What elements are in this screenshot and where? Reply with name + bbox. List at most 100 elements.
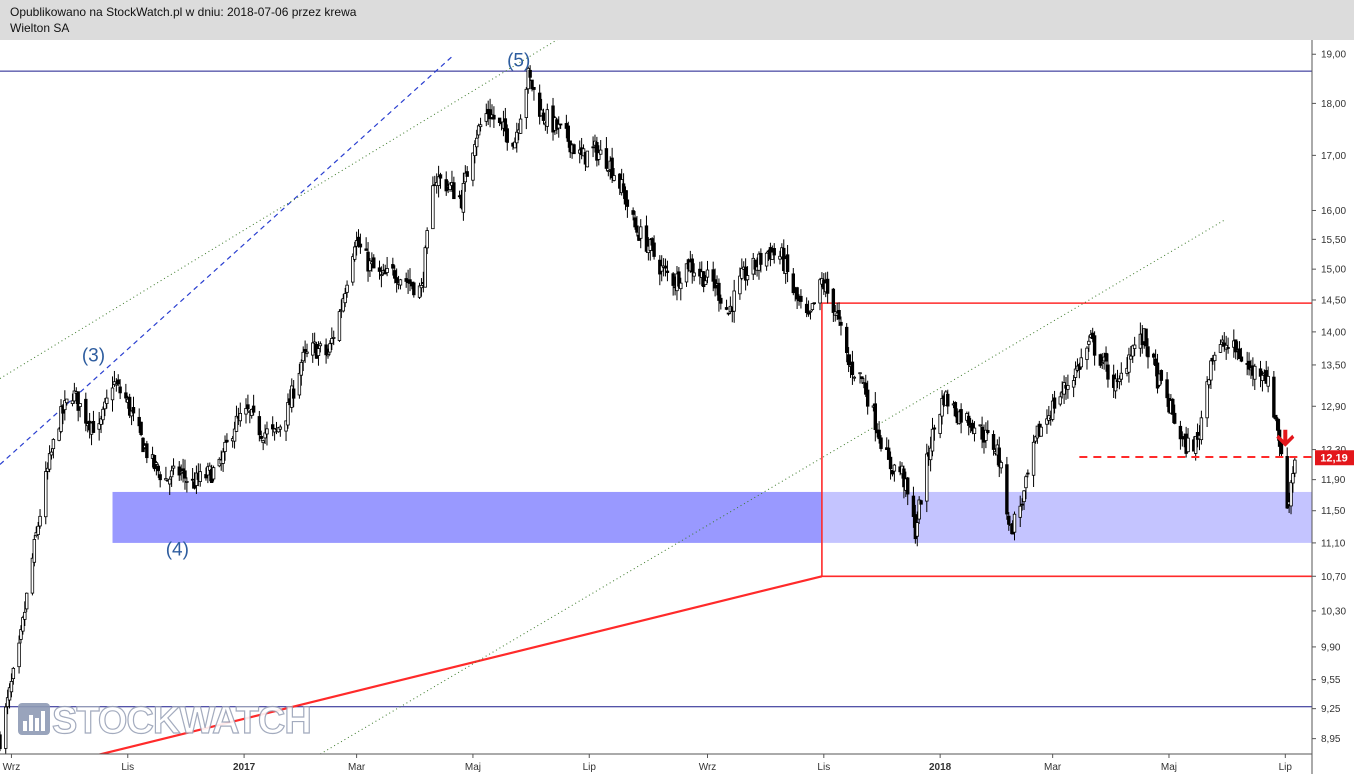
candle-body — [644, 225, 649, 252]
x-tick-label: Mar — [1044, 762, 1062, 773]
x-tick-label: 2017 — [233, 762, 256, 773]
candle-body — [892, 464, 897, 472]
candle-body — [377, 267, 382, 272]
candle-body — [873, 403, 878, 430]
candle-body — [604, 148, 609, 169]
candle-body — [145, 443, 149, 459]
candle-body — [1079, 357, 1083, 368]
candle-body — [356, 236, 361, 247]
candle-body — [1247, 360, 1251, 370]
candle-body — [1253, 365, 1257, 380]
candle-body — [1193, 435, 1198, 454]
candle-body — [928, 447, 933, 461]
arrow-down-icon — [1276, 429, 1295, 447]
candle-body — [959, 409, 963, 423]
axes: 19,00 18,00 17,00 16,00 15,50 15,00 14,50 14,00… — [0, 40, 1354, 774]
candle-body — [711, 269, 715, 282]
candle-body — [1024, 476, 1028, 489]
candle-body — [158, 474, 162, 481]
candle-body — [171, 465, 176, 469]
candle-body — [984, 429, 988, 441]
candle-body — [932, 427, 937, 430]
publication-info: Opublikowano na StockWatch.pl w dniu: 20… — [10, 5, 357, 19]
candle-body — [1178, 425, 1183, 440]
candle-body — [844, 326, 849, 354]
candle-body — [1258, 368, 1263, 377]
range-box — [821, 302, 1312, 578]
candle-body — [351, 256, 355, 283]
candle-body — [740, 268, 744, 279]
price-chart: (3) (4) (5) 19,00 18,00 17,00 16,00 15,50 15,00… — [0, 40, 1354, 774]
candle-body — [91, 420, 96, 433]
candle-body — [127, 396, 132, 416]
candle-body — [1172, 412, 1177, 424]
candle-body — [1085, 347, 1089, 360]
candle-body — [198, 471, 202, 482]
candle-body — [864, 382, 868, 395]
candle-body — [23, 611, 27, 620]
candle-body — [911, 495, 916, 517]
trendlines — [0, 40, 1312, 754]
candle-body — [1165, 379, 1169, 399]
candle-body — [772, 248, 776, 256]
candle-body — [364, 248, 368, 251]
candle-body — [991, 434, 996, 450]
x-tick-label: Lip — [1279, 762, 1293, 773]
candle-body — [1073, 368, 1078, 378]
candle-body — [110, 387, 115, 401]
y-tick-label: 13,50 — [1321, 360, 1346, 371]
candle-body — [76, 391, 80, 411]
candle-body — [36, 525, 40, 535]
candle-body — [63, 400, 67, 411]
candle-body — [865, 389, 870, 407]
candle-body — [78, 403, 82, 407]
candle-body — [1218, 344, 1223, 353]
candle-body — [1022, 490, 1026, 503]
candle-body — [503, 118, 508, 132]
candle-body — [330, 338, 334, 344]
candle-body — [690, 258, 694, 273]
candle-body — [21, 617, 25, 632]
candle-body — [902, 468, 906, 488]
candle-body — [804, 303, 809, 314]
y-tick-label: 9,90 — [1321, 642, 1341, 653]
candle-body — [5, 697, 10, 708]
candle-body — [1226, 347, 1230, 349]
candle-body — [528, 69, 532, 78]
candle-body — [1171, 398, 1175, 415]
candle-body — [795, 287, 799, 300]
candle-body — [204, 474, 208, 479]
candle-body — [541, 112, 546, 121]
candle-body — [850, 361, 855, 376]
candle-body — [906, 477, 910, 495]
candle-body — [888, 456, 893, 470]
wave-label: (3) — [82, 346, 105, 367]
candle-body — [860, 376, 864, 380]
candle-body — [324, 344, 328, 356]
candle-body — [101, 408, 105, 421]
candle-body — [1220, 339, 1225, 343]
candle-body — [312, 341, 317, 344]
candle-body — [131, 407, 136, 414]
candle-body — [190, 478, 195, 481]
support-zone-light — [821, 491, 1312, 543]
solid-trendline — [96, 575, 823, 754]
candle-body — [286, 402, 290, 426]
candle-body — [997, 447, 1001, 467]
candle-body — [168, 478, 172, 485]
candle-body — [1113, 378, 1118, 392]
candle-body — [11, 667, 16, 680]
candle-body — [852, 376, 857, 379]
candle-body — [358, 243, 363, 248]
candle-body — [105, 397, 109, 404]
candle-body — [463, 172, 468, 183]
candle-body — [505, 128, 509, 143]
candle-body — [497, 117, 502, 123]
candle-body — [530, 79, 534, 90]
candle-body — [1239, 356, 1244, 362]
candle-body — [825, 278, 830, 294]
candle-body — [566, 125, 570, 142]
candle-body — [326, 354, 330, 357]
x-tick-label: Lip — [583, 762, 597, 773]
candle-body — [1205, 381, 1209, 419]
